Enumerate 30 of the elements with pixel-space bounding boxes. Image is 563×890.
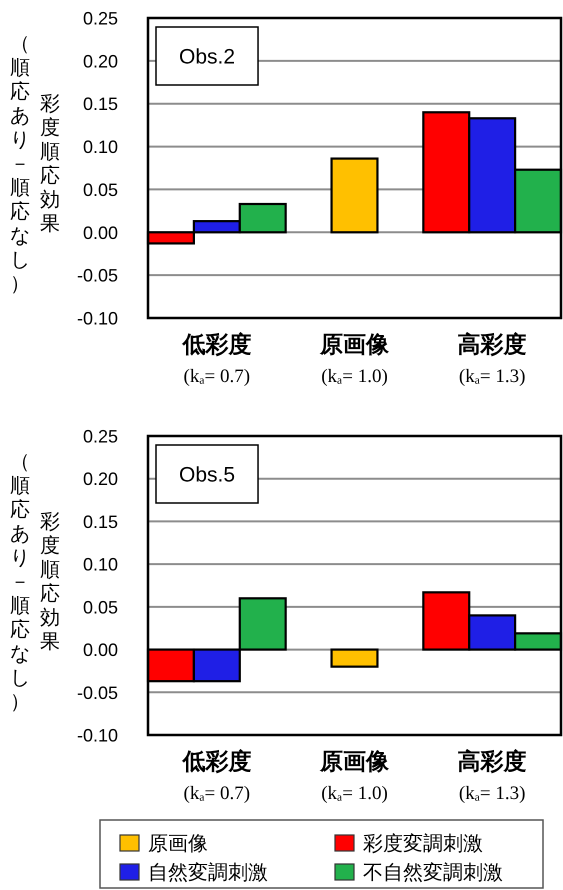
- x-tick-label: 低彩度 (kₐ= 0.7): [181, 748, 252, 804]
- x-tick-label: 原画像 (kₐ= 1.0): [319, 748, 390, 804]
- y-tick-label: 0.15: [82, 512, 118, 532]
- y-tick-label: 0.05: [82, 180, 118, 200]
- y-tick-label: -0.05: [76, 266, 118, 286]
- y-tick-label: -0.10: [76, 308, 118, 328]
- y-tick-label: 0.10: [82, 554, 118, 575]
- y-tick-label: 0.00: [82, 640, 118, 660]
- x-tick-label: 高彩度 (kₐ= 1.3): [458, 748, 527, 804]
- y-tick-label: 0.20: [82, 51, 118, 72]
- legend-label: 自然変調刺激: [148, 861, 268, 884]
- legend-label: 原画像: [148, 833, 208, 855]
- x-tick-label: 高彩度 (kₐ= 1.3): [458, 331, 527, 387]
- y-tick-label: 0.00: [82, 222, 118, 243]
- text: Obs.5: [179, 464, 236, 486]
- legend-label: 彩度変調刺激: [363, 832, 483, 855]
- y-tick-label: 0.10: [82, 137, 118, 158]
- bar: [330, 648, 379, 668]
- x-tick-label: 低彩度 (kₐ= 0.7): [181, 331, 252, 387]
- y-tick-label: -0.10: [76, 726, 118, 746]
- text: Obs.2: [179, 46, 236, 68]
- bar: [330, 157, 379, 234]
- y-tick-label: 0.15: [82, 94, 118, 114]
- x-tick-label: 原画像 (kₐ= 1.0): [319, 331, 390, 387]
- y-tick-label: 0.25: [82, 426, 118, 446]
- y-tick-label: 0.20: [82, 469, 118, 490]
- y-tick-label: 0.05: [82, 597, 118, 618]
- y-tick-label: 0.25: [82, 8, 118, 28]
- y-tick-label: -0.05: [76, 682, 118, 703]
- legend-label: 不自然変調刺激: [363, 861, 503, 884]
